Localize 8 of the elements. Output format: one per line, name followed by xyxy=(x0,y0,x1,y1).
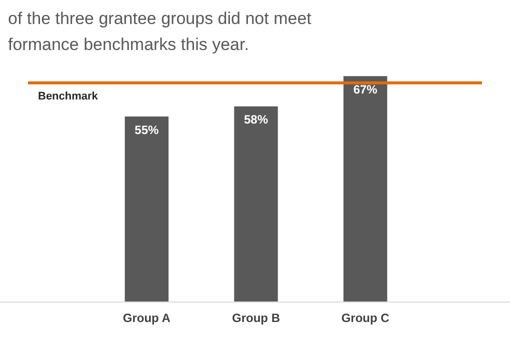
x-tick-label: Group C xyxy=(341,311,390,326)
ref-line-label: Benchmark xyxy=(38,90,99,102)
data-label: 55% xyxy=(134,122,159,137)
x-tick-label: Group A xyxy=(122,311,171,326)
data-label: 67% xyxy=(353,82,378,96)
x-tick-label: Group B xyxy=(232,311,280,326)
chart-title: of the three grantee groups did not meet formance benchmarks this year. xyxy=(8,8,312,56)
data-label: 58% xyxy=(244,112,268,127)
